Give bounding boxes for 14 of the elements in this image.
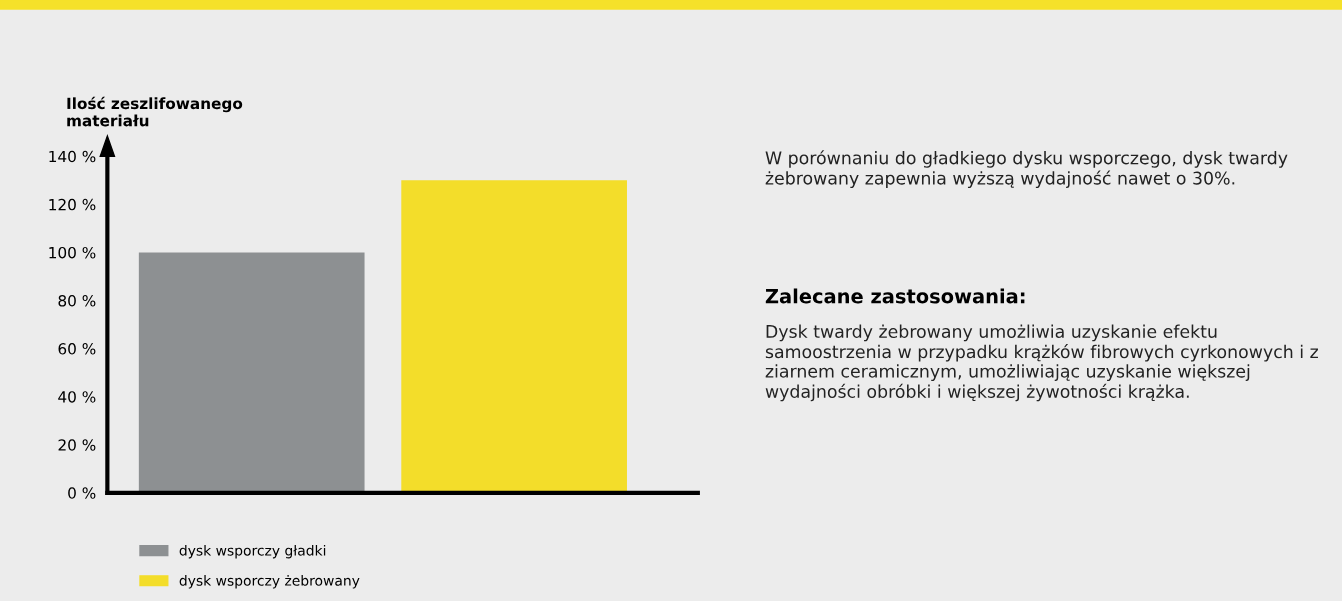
- y-tick-label: 40 %: [58, 391, 96, 403]
- text: Dysk twardy żebrowany umożliwia uzyskanie efektu samoostrzenia w przypadku krążków fibrowych cyrkonowych i z ziarnem ceramicznym, umożliwiając uzyskanie większej wydajności obróbki i większej żywotności krążka.: [765, 324, 1318, 402]
- y-tick-label: 0 %: [68, 487, 96, 499]
- text: W porównaniu do gładkiego dysku wsporczego, dysk twardy żebrowany zapewnia wyższą wydajność nawet o 30%.: [765, 150, 1288, 189]
- y-tick-label: 140 %: [49, 150, 96, 163]
- y-tick-label: 20 %: [58, 439, 96, 451]
- text: Zalecane zastosowania:: [765, 288, 1025, 304]
- y-tick-label: 80 %: [58, 294, 96, 307]
- y-tick-label: 120 %: [49, 198, 96, 211]
- y-tick-label: 60 %: [58, 343, 96, 355]
- legend-label: dysk wsporczy gładki: [179, 544, 326, 559]
- y-tick-label: 100 %: [49, 246, 96, 259]
- y-axis-title: Ilość zeszlifowanego materiału: [67, 96, 243, 127]
- legend-label: dysk wsporczy żebrowany: [179, 575, 360, 589]
